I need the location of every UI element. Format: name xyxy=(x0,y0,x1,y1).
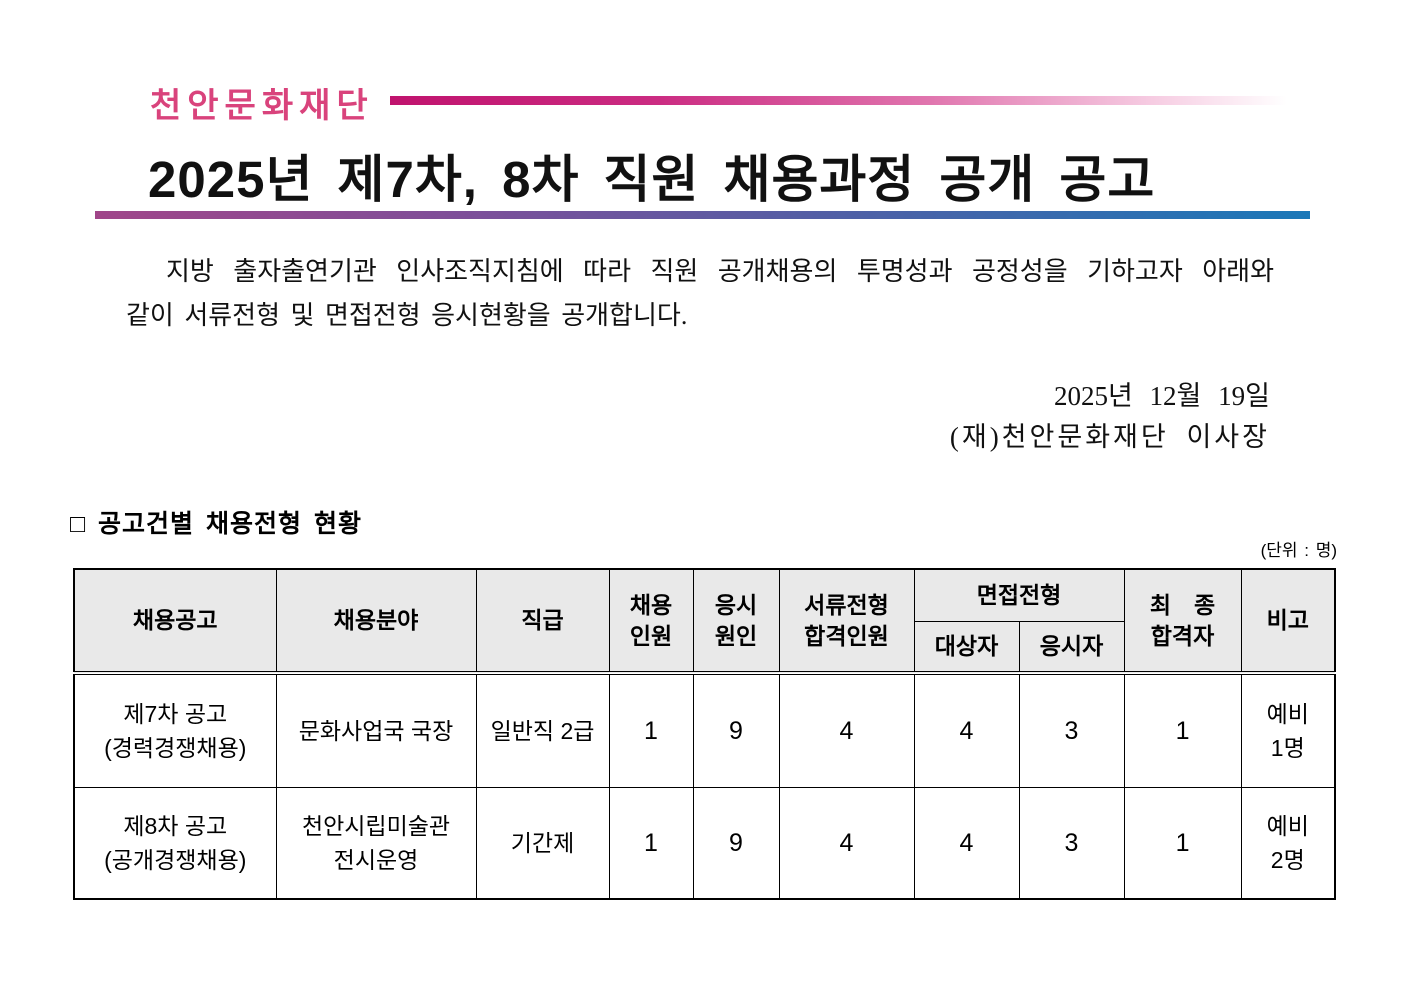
cell-hire: 1 xyxy=(608,672,694,788)
cell-interview-target: 4 xyxy=(913,786,1020,900)
section-title: □ 공고건별 채용전형 현황 xyxy=(70,510,362,538)
table-row-notice7: 제7차 공고 (경력경쟁채용) 문화사업국 국장 일반직 2급 1 9 4 4 … xyxy=(73,672,1336,788)
header-hire-count: 채용 인원 xyxy=(608,568,694,675)
org-name: 천안문화재단 xyxy=(150,88,374,125)
header-applicants: 응시 원인 xyxy=(692,568,780,675)
cell-field: 문화사업국 국장 xyxy=(275,672,477,788)
header-recruit-field: 채용분야 xyxy=(275,568,477,675)
announcement-date: 2025년 12월 19일 xyxy=(1053,381,1270,411)
header-recruit-notice: 채용공고 xyxy=(73,568,277,675)
cell-hire: 1 xyxy=(608,786,694,900)
header-note: 비고 xyxy=(1240,568,1336,675)
table-row-notice8: 제8차 공고 (공개경쟁채용) 천안시립미술관 전시운영 기간제 1 9 4 4… xyxy=(73,786,1336,900)
cell-interview-taken: 3 xyxy=(1018,786,1125,900)
header-doc-pass: 서류전형 합격인원 xyxy=(778,568,915,675)
header-final-pass: 최 종 합격자 xyxy=(1123,568,1242,675)
signature: (재)천안문화재단 이사장 xyxy=(949,422,1270,452)
cell-apply: 9 xyxy=(692,786,780,900)
cell-notice: 제8차 공고 (공개경쟁채용) xyxy=(73,786,277,900)
cell-final-pass: 1 xyxy=(1123,672,1242,788)
header-interview-target: 대상자 xyxy=(913,620,1020,675)
top-gradient-rule xyxy=(390,96,1287,105)
body-paragraph: 지방 출자출연기관 인사조직지침에 따라 직원 공개채용의 투명성과 공정성을 … xyxy=(126,250,1274,338)
cell-grade: 기간제 xyxy=(475,786,610,900)
recruitment-status-table: 채용공고 채용분야 직급 채용 인원 응시 원인 서류전형 합격인원 면접전형 … xyxy=(73,568,1337,900)
body-paragraph-line1: 지방 출자출연기관 인사조직지침에 따라 직원 공개채용의 투명성과 공정성을 … xyxy=(166,257,1274,286)
title-underline-gradient-rule xyxy=(95,211,1310,219)
cell-doc-pass: 4 xyxy=(778,672,915,788)
cell-final-pass: 1 xyxy=(1123,786,1242,900)
cell-doc-pass: 4 xyxy=(778,786,915,900)
cell-apply: 9 xyxy=(692,672,780,788)
cell-field: 천안시립미술관 전시운영 xyxy=(275,786,477,900)
cell-grade: 일반직 2급 xyxy=(475,672,610,788)
cell-note: 예비 1명 xyxy=(1240,672,1336,788)
header-interview-group: 면접전형 xyxy=(913,568,1125,622)
cell-interview-taken: 3 xyxy=(1018,672,1125,788)
header-interview-taken: 응시자 xyxy=(1018,620,1125,675)
unit-note: (단위 : 명) xyxy=(1260,541,1337,560)
body-paragraph-line2: 같이 서류전형 및 면접전형 응시현황을 공개합니다. xyxy=(126,301,688,330)
cell-note: 예비 2명 xyxy=(1240,786,1336,900)
cell-notice: 제7차 공고 (경력경쟁채용) xyxy=(73,672,277,788)
date-signature-block: 2025년 12월 19일 (재)천안문화재단 이사장 xyxy=(950,376,1270,458)
page-title: 2025년 제7차, 8차 직원 채용과정 공개 공고 xyxy=(148,151,1156,208)
cell-interview-target: 4 xyxy=(913,672,1020,788)
header-grade: 직급 xyxy=(475,568,610,675)
